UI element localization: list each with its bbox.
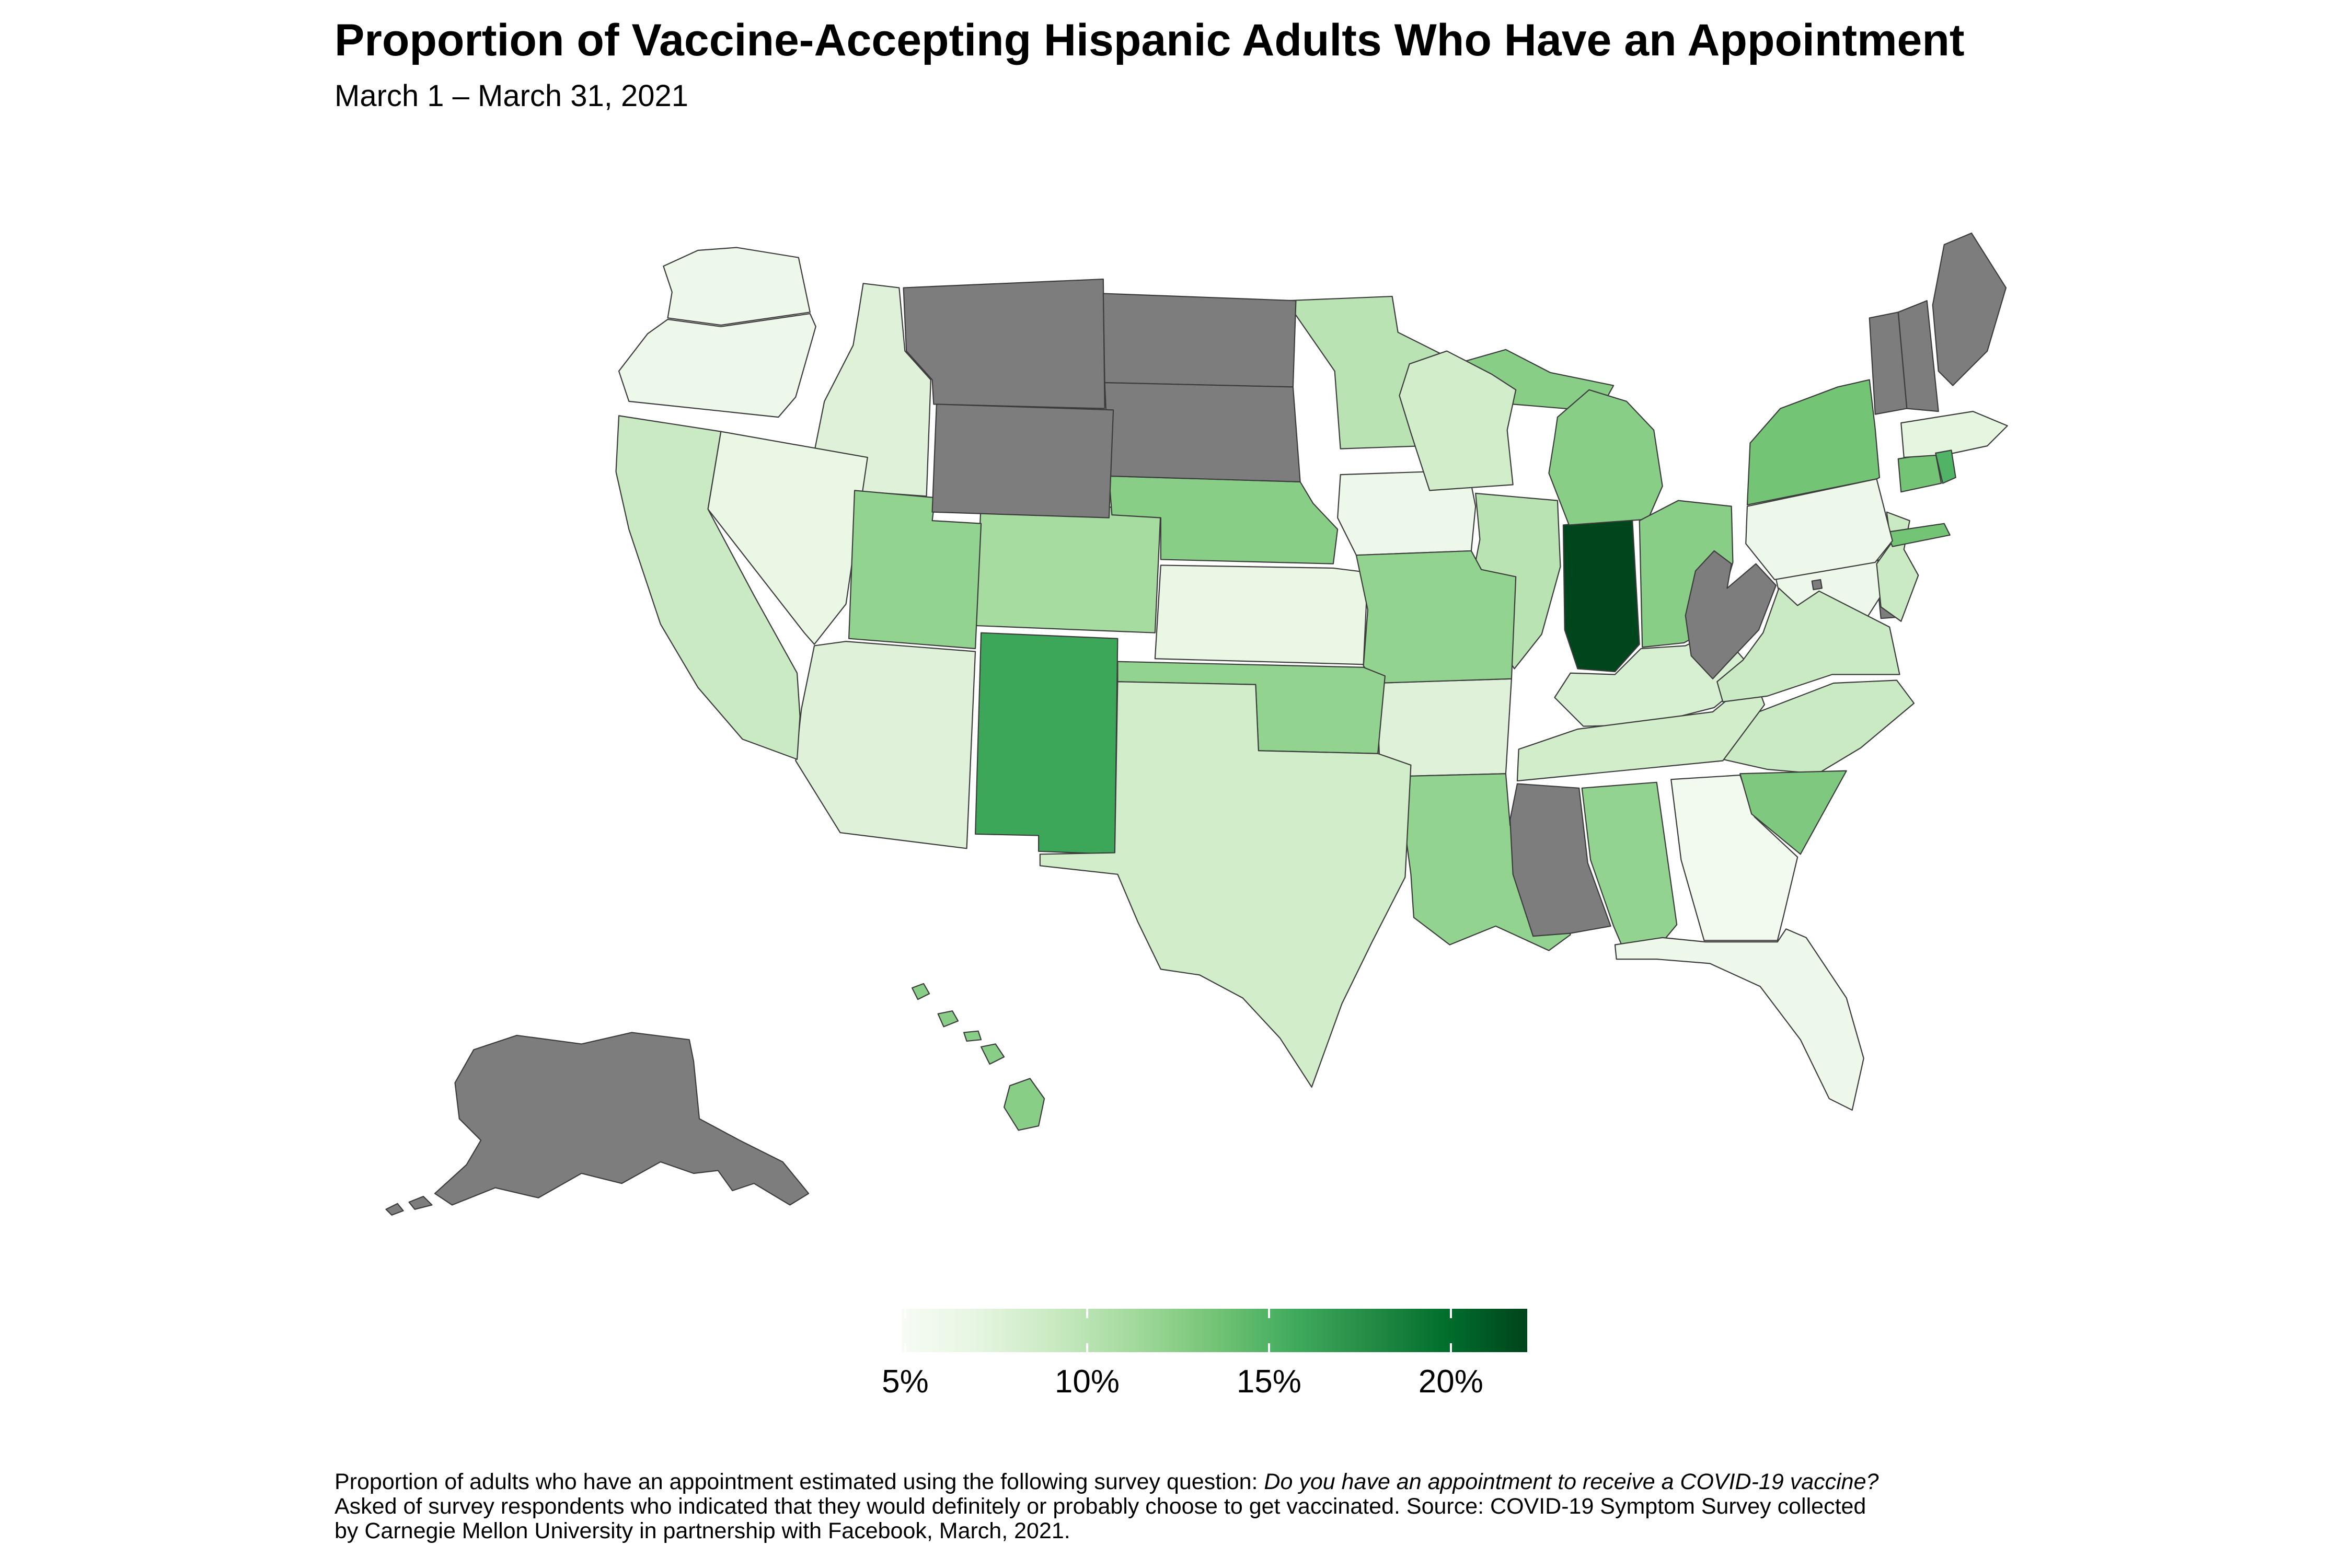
legend-tick-mark <box>1267 1309 1270 1319</box>
legend-tick-label-5: 5% <box>882 1364 929 1400</box>
state-CO <box>974 501 1161 633</box>
legend-gradient-bar <box>902 1309 1527 1352</box>
us-map-svg <box>385 232 2008 1216</box>
state-CT <box>1897 452 1942 493</box>
legend-tick-label-10: 10% <box>1054 1364 1120 1400</box>
state-NC <box>1722 679 1915 775</box>
state-NM <box>974 632 1119 855</box>
state-SC <box>1739 770 1847 855</box>
caption-line-1: Proportion of adults who have an appoint… <box>335 1469 1879 1494</box>
legend-tick-mark <box>904 1309 906 1319</box>
state-AK <box>434 1032 810 1206</box>
state-RI <box>1935 449 1956 484</box>
legend-tick-mark <box>1086 1309 1088 1319</box>
state-TN <box>1516 676 1766 782</box>
state-AZ <box>795 641 976 849</box>
state-HI <box>911 983 930 1000</box>
state-HI <box>963 1030 982 1042</box>
legend-tick-label-20: 20% <box>1418 1364 1483 1400</box>
state-MO <box>1355 550 1517 684</box>
caption-survey-question: Do you have an appointment to receive a … <box>1264 1469 1879 1494</box>
us-choropleth-map <box>366 199 2012 1219</box>
state-NE <box>1108 475 1339 564</box>
state-ND <box>1102 293 1297 388</box>
state-ME <box>1932 232 2007 386</box>
state-NY <box>1746 379 1881 506</box>
state-AK <box>408 1195 433 1210</box>
caption-line-3: by Carnegie Mellon University in partner… <box>335 1518 1070 1543</box>
state-MA <box>1900 411 2008 458</box>
state-AK <box>385 1203 404 1216</box>
legend-tick-mark <box>1086 1343 1088 1352</box>
page-subtitle: March 1 – March 31, 2021 <box>335 79 689 113</box>
state-HI <box>937 1010 959 1028</box>
state-MS <box>1509 783 1611 937</box>
state-SD <box>1104 382 1301 482</box>
legend-tick-mark <box>1267 1343 1270 1352</box>
legend-tick-mark <box>904 1343 906 1352</box>
state-NV <box>707 431 868 645</box>
state-TX <box>1039 681 1412 1088</box>
state-VT <box>1869 312 1908 415</box>
state-WY <box>931 403 1114 518</box>
state-KS <box>1154 564 1369 665</box>
legend-tick-mark <box>1449 1309 1452 1319</box>
page-title: Proportion of Vaccine-Accepting Hispanic… <box>335 15 1965 65</box>
state-FL <box>1614 928 1864 1111</box>
state-PA <box>1745 478 1893 581</box>
legend-tick-mark <box>1449 1343 1452 1352</box>
state-OR <box>618 313 816 418</box>
state-DC <box>1811 579 1823 591</box>
state-HI <box>1003 1078 1045 1131</box>
state-MI <box>1548 389 1663 526</box>
caption-line-2: Asked of survey respondents who indicate… <box>335 1494 1866 1519</box>
caption: Proportion of adults who have an appoint… <box>335 1470 2195 1543</box>
state-HI <box>980 1043 1005 1065</box>
state-WI <box>1399 350 1517 491</box>
legend-tick-label-15: 15% <box>1236 1364 1301 1400</box>
state-MT <box>903 278 1105 409</box>
state-UT <box>848 490 982 650</box>
state-VA <box>1716 587 1900 702</box>
state-WV <box>1685 550 1777 679</box>
state-IN <box>1562 517 1640 673</box>
state-WA <box>663 247 811 326</box>
